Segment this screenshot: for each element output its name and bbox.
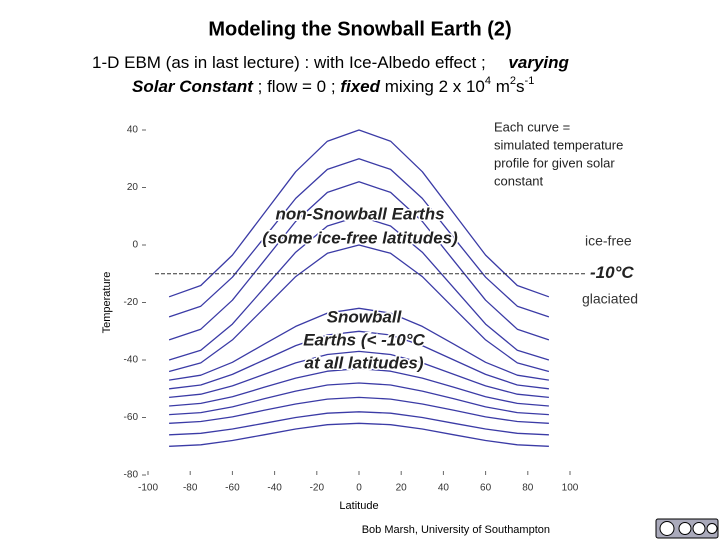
subtitle-text: ; flow = 0 ; bbox=[253, 77, 340, 96]
x-tick-label: 80 bbox=[522, 483, 534, 494]
subtitle: 1-D EBM (as in last lecture) : with Ice-… bbox=[92, 53, 570, 72]
annotation: Snowball bbox=[327, 307, 403, 326]
credit: Bob Marsh, University of Southampton bbox=[362, 524, 550, 536]
slide-title: Modeling the Snowball Earth (2) bbox=[208, 18, 511, 40]
annotation: (some ice-free latitudes) bbox=[262, 228, 458, 247]
subtitle-text: varying bbox=[508, 53, 569, 72]
subtitle-text: mixing 2 x 10 bbox=[380, 77, 485, 96]
annotation: Each curve = bbox=[494, 119, 570, 134]
x-tick-label: 60 bbox=[480, 483, 492, 494]
annotation: non-Snowball Earths bbox=[275, 204, 444, 223]
curve bbox=[169, 411, 549, 436]
annotation: glaciated bbox=[582, 291, 638, 307]
curve bbox=[168, 129, 550, 298]
curve bbox=[168, 181, 550, 341]
y-tick-label: -40 bbox=[124, 355, 139, 366]
superscript: 4 bbox=[485, 75, 491, 87]
annotation: constant bbox=[494, 173, 544, 188]
curve bbox=[169, 307, 549, 381]
superscript: 2 bbox=[510, 75, 516, 87]
annotation: ice-free bbox=[585, 233, 632, 249]
x-tick-label: -60 bbox=[225, 483, 240, 494]
y-axis-label: Temperature bbox=[101, 272, 113, 334]
y-tick-label: -20 bbox=[124, 297, 139, 308]
annotation: at all latitudes) bbox=[304, 353, 423, 372]
y-tick-label: 20 bbox=[127, 182, 139, 193]
curve bbox=[169, 367, 549, 407]
curve bbox=[169, 382, 549, 416]
curve bbox=[169, 422, 549, 447]
subtitle-text: s bbox=[516, 77, 525, 96]
curve bbox=[168, 244, 550, 373]
curve bbox=[168, 215, 550, 361]
y-tick-label: -80 bbox=[124, 470, 139, 481]
annotation: profile for given solar bbox=[494, 155, 615, 170]
cc-badge bbox=[655, 518, 719, 539]
x-tick-label: 0 bbox=[356, 483, 362, 494]
y-tick-label: 40 bbox=[127, 125, 139, 136]
x-tick-label: -40 bbox=[267, 483, 282, 494]
chart: 40 20 0 -20 -40 -60 -80 -100 -80 -60 -40 -20 0 20 40 60… bbox=[101, 119, 638, 511]
x-tick-label: 20 bbox=[396, 483, 408, 494]
curve bbox=[168, 158, 550, 318]
x-tick-label: 40 bbox=[438, 483, 450, 494]
subtitle-text: fixed bbox=[340, 77, 380, 96]
x-tick-label: -80 bbox=[183, 483, 198, 494]
threshold-label: -10°C bbox=[590, 263, 634, 282]
y-tick-label: 0 bbox=[132, 240, 138, 251]
superscript: -1 bbox=[525, 75, 535, 87]
x-tick-label: -100 bbox=[138, 483, 158, 494]
curve bbox=[169, 350, 549, 399]
x-tick-label: 100 bbox=[562, 483, 579, 494]
subtitle-text: Solar Constant bbox=[132, 77, 254, 96]
curve bbox=[169, 330, 549, 390]
subtitle-text: m bbox=[491, 77, 510, 96]
subtitle-text: 1-D EBM (as in last lecture) : with Ice-… bbox=[92, 53, 486, 72]
y-tick-label: -60 bbox=[124, 412, 139, 423]
annotation: simulated temperature bbox=[494, 137, 623, 152]
x-axis-label: Latitude bbox=[339, 500, 378, 512]
curve bbox=[169, 396, 549, 424]
annotation: Earths (< -10°C bbox=[303, 330, 425, 349]
subtitle: Solar Constant ; flow = 0 ; fixed mixing… bbox=[132, 75, 534, 97]
x-tick-label: -20 bbox=[310, 483, 325, 494]
